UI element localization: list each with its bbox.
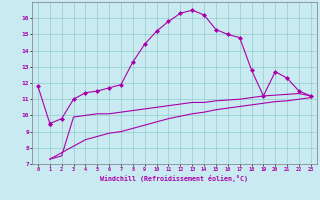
X-axis label: Windchill (Refroidissement éolien,°C): Windchill (Refroidissement éolien,°C) [100,175,248,182]
